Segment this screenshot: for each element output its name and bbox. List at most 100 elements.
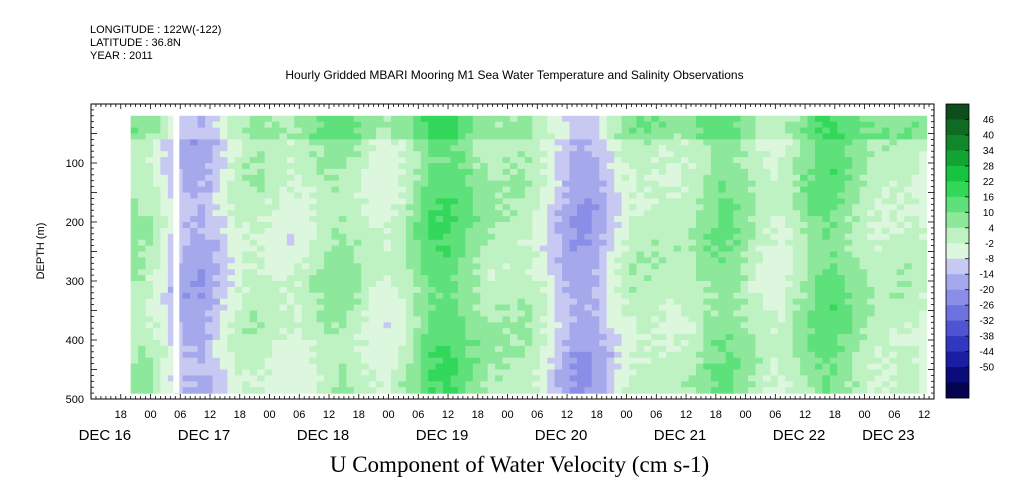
heat-cell: [428, 180, 437, 188]
heat-cell: [517, 292, 526, 300]
heat-cell: [881, 304, 890, 312]
heat-cell: [859, 375, 868, 382]
heat-cell: [517, 204, 526, 211]
heat-cell: [621, 245, 630, 253]
heat-cell: [748, 151, 756, 158]
heat-cell: [792, 310, 801, 317]
heat-cell: [867, 357, 876, 365]
heat-cell: [331, 381, 340, 388]
heat-cell: [435, 163, 444, 170]
heat-cell: [547, 345, 556, 353]
heat-cell: [867, 115, 876, 123]
heat-cell: [420, 275, 429, 282]
heat-cell: [138, 127, 147, 135]
heat-cell: [703, 387, 712, 394]
heat-cell: [807, 121, 816, 129]
heat-cell: [792, 121, 801, 129]
heat-cell: [881, 345, 890, 353]
heat-cell: [829, 216, 838, 223]
heat-cell: [837, 174, 846, 182]
heat-cell: [904, 186, 913, 194]
heat-cell: [703, 192, 712, 199]
heat-cell: [718, 328, 727, 335]
heat-cell: [316, 328, 325, 335]
heat-cell: [376, 121, 385, 129]
heat-cell: [815, 127, 823, 135]
heat-cell: [130, 298, 139, 306]
heat-cell: [480, 369, 489, 376]
heat-cell: [562, 257, 571, 264]
heat-cell: [212, 310, 221, 317]
heat-cell: [368, 251, 377, 258]
heat-cell: [450, 204, 459, 211]
heat-cell: [294, 222, 303, 229]
heat-cell: [286, 186, 295, 194]
heat-cell: [740, 115, 749, 123]
heat-cell: [911, 180, 920, 188]
heat-cell: [465, 322, 474, 329]
heat-cell: [881, 375, 890, 382]
heat-cell: [911, 369, 920, 376]
heat-cell: [859, 275, 868, 282]
heat-cell: [762, 216, 771, 223]
heat-cell: [718, 168, 727, 176]
heat-cell: [837, 186, 846, 194]
heat-cell: [904, 121, 913, 129]
heat-cell: [219, 334, 228, 341]
heat-cell: [383, 139, 392, 146]
heat-cell: [130, 363, 139, 371]
heat-cell: [688, 304, 697, 312]
heat-cell: [651, 192, 660, 199]
heat-cell: [219, 115, 228, 123]
heat-cell: [495, 121, 504, 129]
heat-cell: [614, 157, 623, 164]
heat-cell: [227, 139, 236, 146]
heat-cell: [301, 186, 310, 194]
heat-cell: [874, 281, 883, 288]
heat-cell: [353, 204, 362, 211]
heat-cell: [391, 334, 399, 341]
heat-cell: [420, 292, 429, 300]
heat-cell: [435, 139, 444, 146]
heat-cell: [167, 216, 176, 223]
heat-cell: [718, 145, 727, 152]
heat-cell: [517, 168, 526, 176]
heat-cell: [569, 216, 578, 223]
heat-cell: [383, 334, 392, 341]
heat-cell: [718, 351, 727, 359]
heat-cell: [740, 310, 749, 317]
heat-cell: [681, 298, 690, 306]
heat-cell: [301, 174, 310, 182]
heat-cell: [234, 115, 243, 123]
heat-cell: [450, 304, 459, 312]
heat-cell: [725, 316, 734, 323]
heat-cell: [167, 251, 176, 258]
heat-cell: [666, 245, 675, 253]
heat-cell: [160, 345, 169, 353]
heat-cell: [130, 292, 139, 300]
heat-cell: [182, 174, 191, 182]
heat-cell: [294, 363, 303, 371]
heat-cell: [577, 269, 585, 276]
heat-cell: [219, 233, 228, 241]
heat-cell: [748, 145, 756, 152]
heat-cell: [182, 151, 191, 158]
heat-cell: [272, 204, 280, 211]
heat-cell: [815, 168, 823, 176]
heat-cell: [733, 363, 742, 371]
heat-cell: [391, 340, 399, 347]
heat-cell: [219, 304, 228, 312]
heat-cell: [153, 281, 161, 288]
heat-cell: [212, 340, 221, 347]
heat-cell: [458, 340, 466, 347]
heat-cell: [815, 239, 823, 247]
heat-cell: [301, 127, 310, 135]
heat-cell: [829, 334, 838, 341]
heat-cell: [614, 245, 623, 253]
heat-cell: [338, 251, 347, 258]
heat-cell: [762, 322, 771, 329]
heat-cell: [896, 139, 905, 146]
heat-cell: [510, 304, 518, 312]
heat-cell: [286, 204, 295, 211]
heat-cell: [398, 115, 407, 123]
